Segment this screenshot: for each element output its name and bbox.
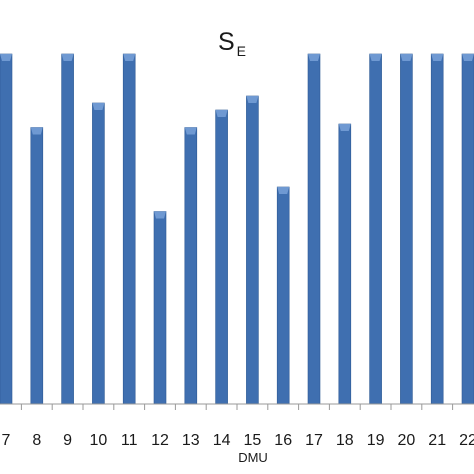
bar-10 (92, 102, 105, 405)
x-tick-label-19: 19 (367, 432, 385, 449)
bar-body-12 (153, 211, 167, 405)
bar-body-15 (246, 95, 259, 405)
x-tick-label-12: 12 (151, 432, 169, 449)
bar-body-9 (61, 53, 74, 405)
x-ticks-group (20, 404, 454, 410)
x-tick-label-18: 18 (336, 432, 354, 449)
bar-17 (307, 53, 321, 405)
x-tick-label-15: 15 (244, 432, 262, 449)
bar-13 (184, 127, 198, 405)
bar-21 (430, 53, 444, 405)
bar-9 (61, 53, 74, 405)
x-tick-label-14: 14 (213, 432, 231, 449)
bar-22 (461, 53, 474, 405)
bar-body-17 (307, 53, 321, 405)
bar-cap-10 (92, 103, 105, 110)
x-tick-label-10: 10 (90, 432, 108, 449)
bar-cap-11 (123, 54, 136, 61)
bar-cap-9 (61, 54, 74, 61)
bar-20 (400, 53, 413, 405)
bar-cap-7 (0, 54, 12, 61)
bar-cap-21 (431, 54, 444, 61)
x-tick-label-16: 16 (274, 432, 292, 449)
bar-cap-19 (369, 54, 382, 61)
bar-cap-13 (184, 127, 197, 135)
bar-18 (338, 123, 352, 405)
x-tick-label-8: 8 (32, 432, 41, 449)
bar-8 (30, 127, 44, 405)
x-tick-label-20: 20 (398, 432, 416, 449)
x-tick-labels-group: 7 8 9 10 11 12 13 14 15 16 17 18 19 20 21 22 (2, 432, 474, 449)
bar-body-13 (184, 127, 198, 405)
bar-cap-16 (277, 187, 290, 194)
x-tick-label-7: 7 (2, 432, 11, 449)
bar-body-19 (369, 53, 382, 405)
bar-body-14 (215, 109, 228, 405)
bar-cap-20 (400, 54, 413, 61)
bar-cap-15 (246, 96, 259, 103)
x-axis-label: DMU (238, 450, 268, 465)
bar-cap-8 (30, 127, 43, 135)
chart-title-main: S (218, 28, 235, 56)
bar-14 (215, 109, 228, 405)
bar-body-20 (400, 53, 413, 405)
bar-cap-12 (154, 211, 166, 219)
x-tick-label-11: 11 (121, 432, 138, 449)
bar-body-10 (92, 102, 105, 405)
bar-16 (276, 186, 290, 405)
bar-19 (369, 53, 382, 405)
bar-body-11 (122, 53, 136, 405)
bar-body-22 (461, 53, 474, 405)
bar-cap-14 (215, 110, 228, 117)
bar-cap-17 (308, 54, 320, 61)
bars-group (0, 53, 474, 405)
bar-body-7 (0, 53, 13, 405)
bar-body-16 (276, 186, 290, 405)
bar-cap-18 (338, 124, 351, 131)
bar-body-18 (338, 123, 352, 405)
x-tick-label-17: 17 (305, 432, 323, 449)
bar-7 (0, 53, 13, 405)
bar-11 (122, 53, 136, 405)
x-tick-label-13: 13 (182, 432, 200, 449)
x-tick-label-9: 9 (63, 432, 72, 449)
bar-body-21 (430, 53, 444, 405)
bar-12 (153, 211, 167, 405)
x-tick-label-22: 22 (459, 432, 474, 449)
x-tick-label-21: 21 (428, 432, 446, 449)
bar-body-8 (30, 127, 44, 405)
bar-cap-22 (462, 54, 474, 61)
chart-title-subscript: E (237, 43, 246, 59)
bar-15 (246, 95, 259, 405)
